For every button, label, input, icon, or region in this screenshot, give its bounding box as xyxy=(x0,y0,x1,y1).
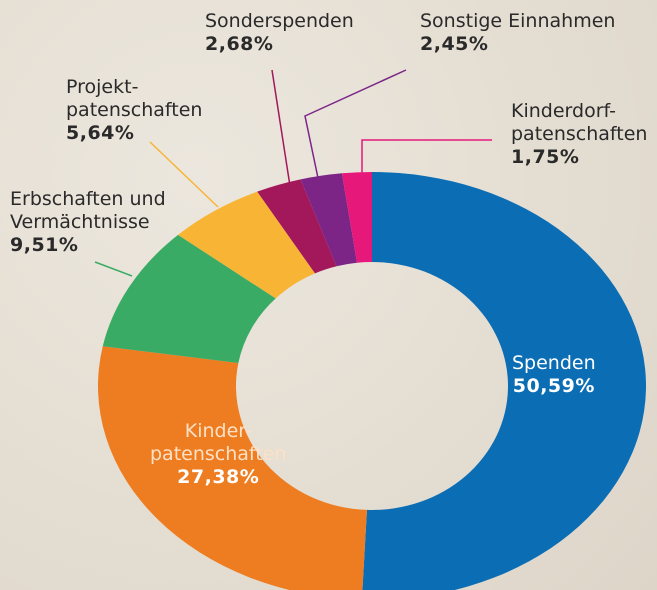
leader-line xyxy=(94,261,133,277)
donut-slice xyxy=(300,173,358,267)
donut-slice xyxy=(102,234,276,363)
leader-line xyxy=(271,69,291,187)
donut-slice xyxy=(341,172,372,263)
category-name: Sonstige Einnahmen xyxy=(420,10,616,32)
slice-label: Kinderdorf- patenschaften 1,75% xyxy=(511,100,647,169)
percent-label: 50,59% xyxy=(512,375,595,397)
leader-line xyxy=(361,139,492,176)
percent-label: 1,75% xyxy=(511,146,580,168)
percent-label: 2,45% xyxy=(420,33,489,55)
donut-slice xyxy=(178,191,316,299)
slice-label: Spenden 50,59% xyxy=(512,352,596,398)
slice-label: Projekt- patenschaften 5,64% xyxy=(66,76,202,145)
donut-slice xyxy=(362,172,646,590)
percent-label: 27,38% xyxy=(177,466,260,488)
category-name: Sonderspenden xyxy=(205,10,354,32)
category-name: Spenden xyxy=(512,352,596,374)
percent-label: 9,51% xyxy=(10,234,79,256)
percent-label: 5,64% xyxy=(66,122,135,144)
slice-label: Sonderspenden 2,68% xyxy=(205,10,354,56)
category-name: Projekt- patenschaften xyxy=(66,76,203,121)
category-name: Erbschaften und Vermächtnisse xyxy=(10,188,166,233)
slice-label: Kinder- patenschaften 27,38% xyxy=(150,420,286,489)
slice-label: Erbschaften und Vermächtnisse 9,51% xyxy=(10,188,166,257)
category-name: Kinderdorf- patenschaften xyxy=(511,100,648,145)
slice-label: Sonstige Einnahmen 2,45% xyxy=(420,10,615,56)
percent-label: 2,68% xyxy=(205,33,274,55)
category-name: Kinder- patenschaften xyxy=(150,420,287,465)
donut-slice xyxy=(257,179,337,274)
leader-line xyxy=(149,141,219,208)
donut-slice xyxy=(98,346,367,590)
leader-line xyxy=(304,69,407,179)
